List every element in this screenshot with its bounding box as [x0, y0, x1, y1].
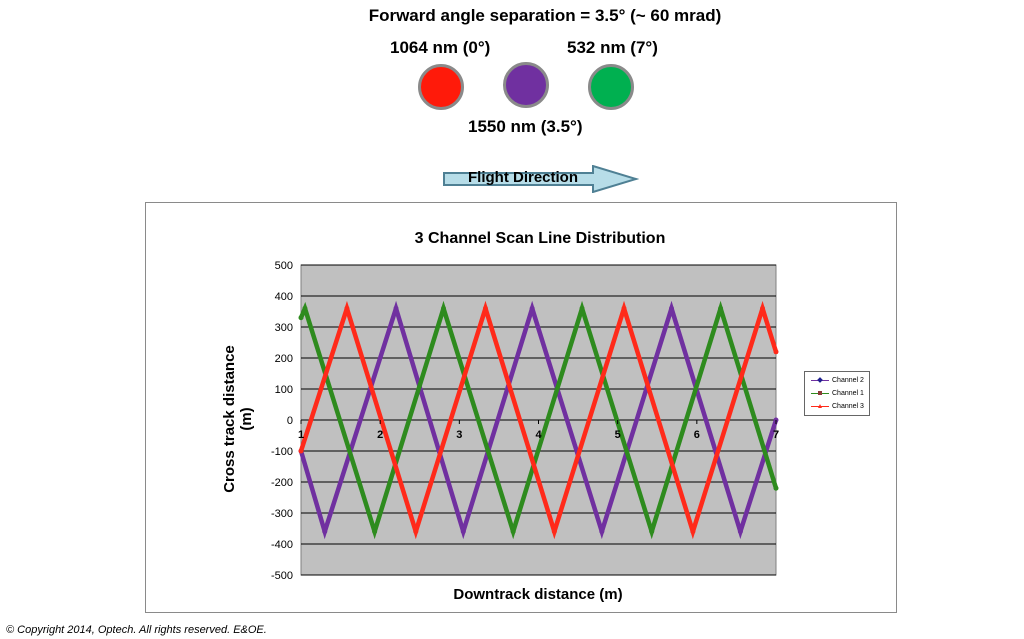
- data-point: [460, 529, 466, 535]
- legend-item-channel-2: Channel 2: [811, 375, 864, 385]
- channel-532-dot: [588, 64, 634, 110]
- legend-label: Channel 2: [832, 376, 864, 384]
- flight-direction-arrow: Flight Direction: [443, 165, 639, 193]
- flight-direction-label: Flight Direction: [468, 169, 578, 186]
- legend-label: Channel 1: [832, 389, 864, 397]
- data-point: [718, 305, 724, 311]
- data-point: [669, 305, 674, 311]
- y-tick-label: 500: [275, 260, 293, 272]
- y-tick-label: -300: [271, 508, 293, 520]
- legend-label: Channel 3: [832, 402, 864, 410]
- data-point: [649, 529, 655, 535]
- x-tick-label: 5: [615, 429, 621, 441]
- x-tick-label: 7: [773, 429, 779, 441]
- channel-1550-label: 1550 nm (3.5°): [468, 117, 583, 136]
- y-tick-label: -500: [271, 570, 293, 582]
- y-tick-label: 300: [275, 322, 293, 334]
- chart-title: 3 Channel Scan Line Distribution: [414, 230, 666, 247]
- data-point: [302, 305, 308, 311]
- data-point: [773, 485, 779, 491]
- data-point: [510, 529, 516, 535]
- data-point: [298, 448, 304, 454]
- forward-angle-heading: Forward angle separation = 3.5° (~ 60 mr…: [368, 6, 722, 25]
- data-point: [529, 305, 535, 311]
- channel-1064-dot: [418, 64, 464, 110]
- x-tick-label: 3: [456, 429, 462, 441]
- channel-1550-dot: [503, 62, 549, 108]
- data-point: [737, 529, 743, 535]
- data-point: [441, 305, 446, 311]
- x-tick-label: 6: [694, 429, 700, 441]
- data-point: [413, 529, 419, 535]
- data-point: [322, 529, 328, 535]
- data-point: [551, 529, 557, 535]
- y-axis-label: Cross track distance (m): [221, 345, 255, 493]
- channel-1064-label: 1064 nm (0°): [390, 38, 491, 57]
- x-tick-label: 1: [298, 429, 304, 441]
- y-tick-label: 100: [275, 384, 293, 396]
- data-point: [344, 305, 350, 311]
- y-tick-label: -100: [271, 446, 293, 458]
- x-axis-label: Downtrack distance (m): [453, 586, 623, 603]
- y-tick-label: 400: [275, 291, 293, 303]
- channel-532-label: 532 nm (7°): [567, 38, 658, 57]
- arrow-shape: [443, 165, 639, 193]
- y-tick-label: 200: [275, 353, 293, 365]
- legend-item-channel-1: Channel 1: [811, 388, 864, 398]
- data-point: [372, 529, 378, 535]
- data-point: [298, 315, 304, 321]
- y-tick-label: -200: [271, 477, 293, 489]
- data-point: [621, 305, 627, 311]
- y-tick-label: 0: [287, 415, 293, 427]
- data-point: [393, 305, 399, 311]
- data-point: [482, 305, 488, 311]
- copyright-notice: © Copyright 2014, Optech. All rights res…: [6, 624, 267, 636]
- data-point: [760, 305, 766, 311]
- data-point: [773, 349, 779, 355]
- x-tick-label: 2: [377, 429, 383, 441]
- y-tick-label: -400: [271, 539, 293, 551]
- x-tick-label: 4: [535, 429, 542, 441]
- chart-legend: Channel 2 Channel 1 Channel 3: [804, 371, 870, 416]
- data-point: [579, 305, 585, 311]
- legend-item-channel-3: Channel 3: [811, 401, 864, 411]
- data-point: [690, 529, 696, 535]
- data-point: [599, 529, 605, 535]
